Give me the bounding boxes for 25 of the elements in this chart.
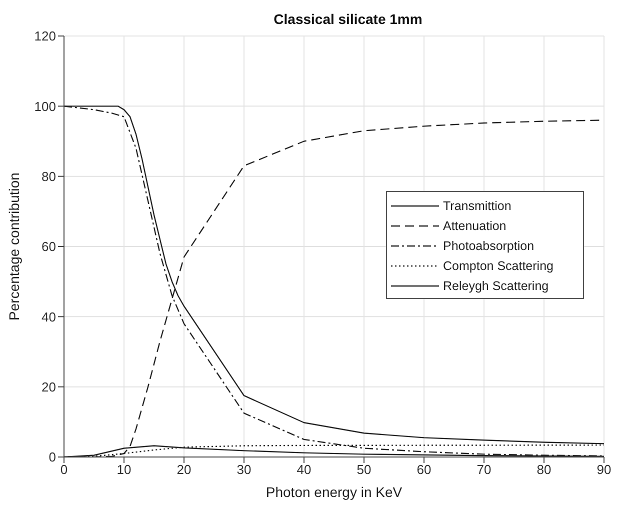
y-tick-label: 40 — [42, 309, 56, 324]
legend-label: Compton Scattering — [443, 259, 554, 273]
y-axis-title: Percentage contribution — [6, 172, 22, 320]
x-tick-label: 70 — [476, 462, 492, 478]
y-tick-label: 20 — [42, 379, 56, 394]
x-tick-label: 50 — [356, 462, 372, 478]
x-tick-label: 0 — [60, 462, 68, 478]
x-tick-label: 40 — [296, 462, 312, 478]
y-tick-label: 80 — [42, 168, 56, 184]
x-axis-title: Photon energy in KeV — [266, 484, 403, 500]
y-tick-label: 120 — [34, 28, 56, 44]
legend-label: Attenuation — [443, 219, 506, 233]
y-tick-label: 60 — [42, 239, 56, 254]
legend-label: Releygh Scattering — [443, 279, 549, 293]
x-tick-label: 90 — [596, 462, 612, 478]
x-tick-label: 20 — [176, 462, 192, 478]
x-tick-label: 60 — [416, 462, 432, 478]
x-tick-label: 80 — [536, 462, 552, 478]
legend-label: Transmittion — [443, 199, 512, 213]
legend-label: Photoabsorption — [443, 239, 534, 253]
y-tick-label: 0 — [48, 450, 56, 465]
x-tick-label: 10 — [116, 462, 132, 478]
y-tick-label: 100 — [34, 98, 56, 114]
x-tick-label: 30 — [236, 462, 252, 478]
chart-title: Classical silicate 1mm — [274, 11, 422, 27]
